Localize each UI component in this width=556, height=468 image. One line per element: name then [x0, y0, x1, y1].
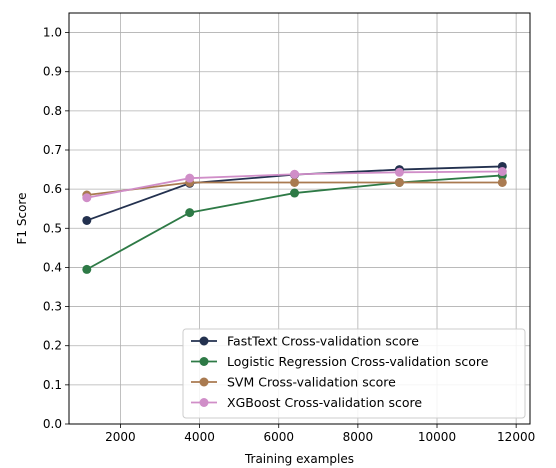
x-tick-label: 4000 — [184, 430, 215, 444]
data-point — [290, 177, 300, 187]
x-tick-label: 10000 — [418, 430, 456, 444]
y-tick-label: 0.4 — [43, 260, 62, 274]
plot-frame — [68, 12, 531, 425]
legend-item: SVM Cross-validation score — [191, 375, 396, 390]
y-tick-label: 0.9 — [43, 65, 62, 79]
y-tick-label: 0.6 — [43, 182, 62, 196]
legend-marker — [199, 398, 209, 407]
x-tick-label: 12000 — [497, 430, 535, 444]
legend-box — [182, 328, 526, 419]
y-tick-label: 1.0 — [43, 26, 62, 40]
legend-item: FastText Cross-validation score — [191, 334, 419, 349]
y-tick-label: 0.5 — [43, 221, 62, 235]
data-point — [394, 167, 404, 177]
y-tick-label: 0.8 — [43, 104, 62, 118]
series-layer — [82, 161, 507, 274]
data-point — [185, 173, 195, 183]
data-point — [290, 188, 300, 198]
legend-marker — [199, 336, 209, 346]
y-tick-label: 0.3 — [43, 300, 62, 314]
data-point — [290, 169, 300, 179]
x-axis-label: Training examples — [244, 452, 354, 466]
data-point — [497, 167, 507, 177]
x-tick-label: 8000 — [343, 430, 374, 444]
y-axis-label: F1 Score — [15, 193, 29, 245]
data-point — [82, 193, 92, 203]
series-3 — [82, 167, 507, 203]
y-tick-label: 0.7 — [43, 143, 62, 157]
data-point — [497, 177, 507, 187]
y-tick-label: 0.1 — [43, 378, 62, 392]
data-point — [82, 264, 92, 274]
data-point — [394, 177, 404, 187]
legend-item: Logistic Regression Cross-validation sco… — [191, 354, 489, 369]
data-point — [185, 208, 195, 218]
y-tick-label: 0.0 — [43, 417, 62, 431]
legend-marker — [199, 357, 209, 366]
legend-item: XGBoost Cross-validation score — [191, 395, 422, 410]
grid — [69, 13, 530, 425]
y-tick-label: 0.2 — [43, 339, 62, 353]
data-point — [82, 215, 92, 225]
legend-label: Logistic Regression Cross-validation sco… — [227, 354, 489, 369]
ticks: 2000 4000 6000 8000 10000 12000 0.0 0.1 0.2 0.3 0.… — [43, 26, 535, 444]
legend-marker — [199, 377, 209, 387]
legend: FastText Cross-validation score Logistic … — [182, 328, 526, 419]
x-tick-label: 6000 — [263, 430, 294, 444]
x-tick-label: 2000 — [105, 430, 136, 444]
legend-label: FastText Cross-validation score — [227, 334, 419, 349]
legend-label: XGBoost Cross-validation score — [227, 395, 422, 410]
legend-label: SVM Cross-validation score — [227, 375, 396, 390]
